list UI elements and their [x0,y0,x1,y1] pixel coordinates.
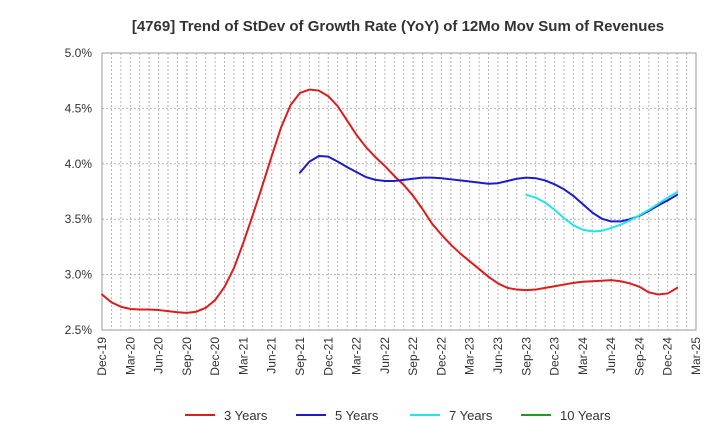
chart-title: [4769] Trend of StDev of Growth Rate (Yo… [132,18,664,35]
y-tick-label: 3.0% [65,268,93,282]
x-tick-label: Jun-20 [152,337,166,374]
x-tick-label: Jun-21 [265,337,279,374]
y-axis: 2.5% 3.0% 3.5% 4.0% 4.5% 5.0% [65,46,93,337]
x-tick-label: Dec-19 [95,337,109,376]
y-tick-label: 4.5% [65,101,93,115]
x-tick-label: Jun-22 [378,337,392,374]
x-tick-label: Mar-25 [689,337,703,375]
y-tick-label: 4.0% [65,157,93,171]
x-tick-label: Mar-21 [236,337,250,375]
x-tick-label: Dec-20 [208,337,222,376]
series-lines [101,88,679,314]
x-tick-label: Sep-20 [180,337,194,376]
x-tick-label: Mar-24 [576,337,590,375]
series-line-3-years [101,88,679,314]
x-tick-label: Jun-24 [604,337,618,374]
x-tick-label: Sep-24 [632,337,646,376]
legend-label-5-years: 5 Years [335,408,379,423]
x-tick-label: Mar-22 [350,337,364,375]
x-axis: Dec-19 Mar-20 Jun-20 Sep-20 Dec-20 Mar-21 Jun-… [95,337,703,376]
x-tick-label: Mar-23 [463,337,477,375]
x-tick-label: Sep-23 [519,337,533,376]
x-tick-label: Sep-22 [406,337,420,376]
x-tick-label: Mar-20 [123,337,137,375]
x-tick-label: Dec-23 [548,337,562,376]
series-line-7-years [525,191,679,233]
y-tick-label: 5.0% [65,46,93,60]
y-tick-label: 2.5% [65,323,93,337]
series-line-5-years [299,155,679,223]
x-tick-label: Dec-24 [661,337,675,376]
grid [102,53,696,330]
x-tick-label: Jun-23 [491,337,505,374]
plot-frame [101,52,697,331]
legend-label-3-years: 3 Years [224,408,268,423]
legend-label-7-years: 7 Years [449,408,493,423]
legend-label-10-years: 10 Years [560,408,611,423]
legend: 3 Years 5 Years 7 Years 10 Years [185,408,611,423]
y-tick-label: 3.5% [65,212,93,226]
x-tick-label: Dec-22 [434,337,448,376]
x-tick-label: Dec-21 [321,337,335,376]
x-tick-label: Sep-21 [293,337,307,376]
